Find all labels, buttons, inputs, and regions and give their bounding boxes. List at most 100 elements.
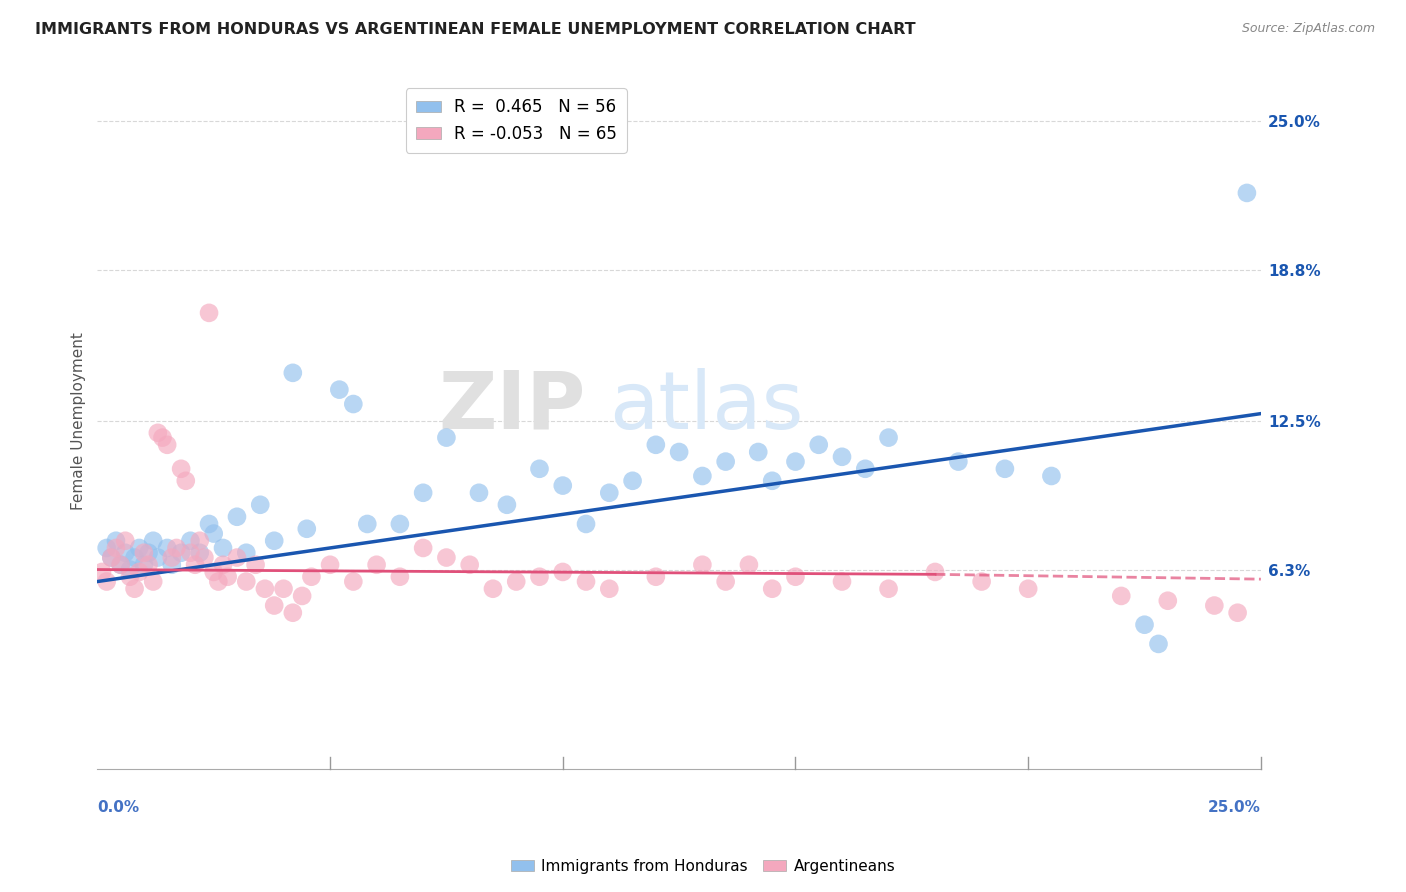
Point xyxy=(202,565,225,579)
Point xyxy=(156,438,179,452)
Point xyxy=(160,550,183,565)
Point xyxy=(128,541,150,555)
Point xyxy=(146,425,169,440)
Text: 0.0%: 0.0% xyxy=(97,800,139,815)
Point xyxy=(235,546,257,560)
Point xyxy=(166,541,188,555)
Point xyxy=(179,546,201,560)
Point xyxy=(188,533,211,548)
Point xyxy=(91,565,114,579)
Point xyxy=(253,582,276,596)
Point xyxy=(235,574,257,589)
Point xyxy=(207,574,229,589)
Point xyxy=(761,474,783,488)
Point xyxy=(1226,606,1249,620)
Point xyxy=(249,498,271,512)
Point xyxy=(110,558,132,572)
Point xyxy=(160,558,183,572)
Point xyxy=(114,533,136,548)
Point xyxy=(174,474,197,488)
Point xyxy=(877,431,900,445)
Point xyxy=(388,516,411,531)
Text: ZIP: ZIP xyxy=(439,368,586,446)
Point xyxy=(692,558,714,572)
Point xyxy=(692,469,714,483)
Point xyxy=(761,582,783,596)
Point xyxy=(505,574,527,589)
Point xyxy=(198,516,221,531)
Point xyxy=(319,558,342,572)
Point xyxy=(412,485,434,500)
Point xyxy=(436,431,458,445)
Point xyxy=(853,462,876,476)
Point xyxy=(124,582,146,596)
Point xyxy=(948,454,970,468)
Point xyxy=(193,550,215,565)
Point xyxy=(281,606,304,620)
Point xyxy=(529,570,551,584)
Legend: R =  0.465   N = 56, R = -0.053   N = 65: R = 0.465 N = 56, R = -0.053 N = 65 xyxy=(405,88,627,153)
Point xyxy=(198,306,221,320)
Point xyxy=(114,546,136,560)
Point xyxy=(301,570,323,584)
Point xyxy=(668,445,690,459)
Point xyxy=(118,563,141,577)
Point xyxy=(366,558,388,572)
Point xyxy=(104,541,127,555)
Point xyxy=(785,570,807,584)
Point xyxy=(132,546,155,560)
Point xyxy=(831,574,853,589)
Point xyxy=(96,541,118,555)
Point xyxy=(328,383,350,397)
Point xyxy=(124,550,146,565)
Point xyxy=(482,582,505,596)
Point xyxy=(1133,617,1156,632)
Point xyxy=(1017,582,1039,596)
Point xyxy=(217,570,239,584)
Legend: Immigrants from Honduras, Argentineans: Immigrants from Honduras, Argentineans xyxy=(505,853,901,880)
Point xyxy=(877,582,900,596)
Point xyxy=(496,498,519,512)
Point xyxy=(263,599,285,613)
Point xyxy=(785,454,807,468)
Point xyxy=(994,462,1017,476)
Point xyxy=(188,546,211,560)
Point xyxy=(342,397,364,411)
Point xyxy=(128,565,150,579)
Point xyxy=(644,438,666,452)
Point xyxy=(356,516,378,531)
Point xyxy=(551,565,574,579)
Point xyxy=(831,450,853,464)
Point xyxy=(110,558,132,572)
Point xyxy=(575,516,598,531)
Point xyxy=(1236,186,1258,200)
Point xyxy=(738,558,761,572)
Point xyxy=(1204,599,1226,613)
Point xyxy=(170,546,193,560)
Point xyxy=(970,574,993,589)
Point xyxy=(142,574,165,589)
Point xyxy=(118,570,141,584)
Point xyxy=(1147,637,1170,651)
Text: 25.0%: 25.0% xyxy=(1208,800,1261,815)
Point xyxy=(179,533,201,548)
Point xyxy=(295,522,318,536)
Point xyxy=(263,533,285,548)
Point xyxy=(388,570,411,584)
Point xyxy=(621,474,644,488)
Point xyxy=(1040,469,1063,483)
Point xyxy=(96,574,118,589)
Point xyxy=(412,541,434,555)
Point xyxy=(226,550,249,565)
Point xyxy=(807,438,830,452)
Text: Source: ZipAtlas.com: Source: ZipAtlas.com xyxy=(1241,22,1375,36)
Point xyxy=(529,462,551,476)
Point xyxy=(458,558,481,572)
Point xyxy=(598,485,620,500)
Point xyxy=(714,454,737,468)
Text: IMMIGRANTS FROM HONDURAS VS ARGENTINEAN FEMALE UNEMPLOYMENT CORRELATION CHART: IMMIGRANTS FROM HONDURAS VS ARGENTINEAN … xyxy=(35,22,915,37)
Point xyxy=(342,574,364,589)
Point xyxy=(714,574,737,589)
Y-axis label: Female Unemployment: Female Unemployment xyxy=(72,332,86,509)
Point xyxy=(152,431,174,445)
